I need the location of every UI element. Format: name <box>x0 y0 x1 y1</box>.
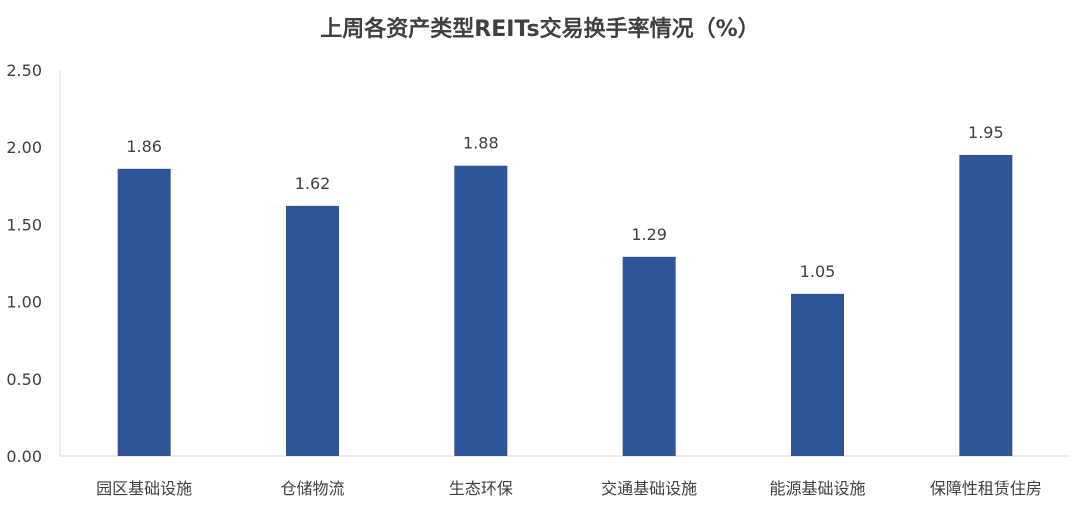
bar <box>454 165 508 456</box>
chart-axes <box>59 70 1070 457</box>
bars-group <box>117 154 1013 457</box>
category-label: 保障性租赁住房 <box>930 479 1042 498</box>
data-label: 1.05 <box>800 262 836 281</box>
category-label: 交通基础设施 <box>601 479 697 498</box>
y-tick-labels-group: 0.00 0.50 1.00 1.50 2.00 2.50 <box>6 61 42 466</box>
data-label: 1.29 <box>631 225 667 244</box>
data-label: 1.62 <box>295 174 331 193</box>
category-label: 园区基础设施 <box>96 479 192 498</box>
data-label: 1.86 <box>126 137 162 156</box>
data-label: 1.95 <box>968 123 1004 142</box>
y-tick-label: 1.50 <box>6 215 42 234</box>
y-tick-label: 2.50 <box>6 61 42 80</box>
bar <box>622 256 676 456</box>
data-label: 1.88 <box>463 134 499 153</box>
category-labels-group: 园区基础设施 仓储物流 生态环保 交通基础设施 能源基础设施 保障性租赁住房 <box>96 479 1042 498</box>
category-label: 能源基础设施 <box>769 479 865 498</box>
chart-title: 上周各资产类型REITs交易换手率情况（%） <box>320 16 759 42</box>
category-label: 仓储物流 <box>280 479 344 498</box>
bar <box>286 205 339 456</box>
category-label: 生态环保 <box>449 479 513 498</box>
bar <box>791 293 844 456</box>
bar <box>959 154 1013 457</box>
bar <box>117 168 171 457</box>
y-tick-label: 0.50 <box>6 370 42 389</box>
y-tick-label: 1.00 <box>6 293 42 312</box>
y-tick-label: 2.00 <box>6 138 42 157</box>
data-labels-group: 1.86 1.62 1.88 1.29 1.05 1.95 <box>126 123 1003 281</box>
y-tick-label: 0.00 <box>6 447 42 466</box>
